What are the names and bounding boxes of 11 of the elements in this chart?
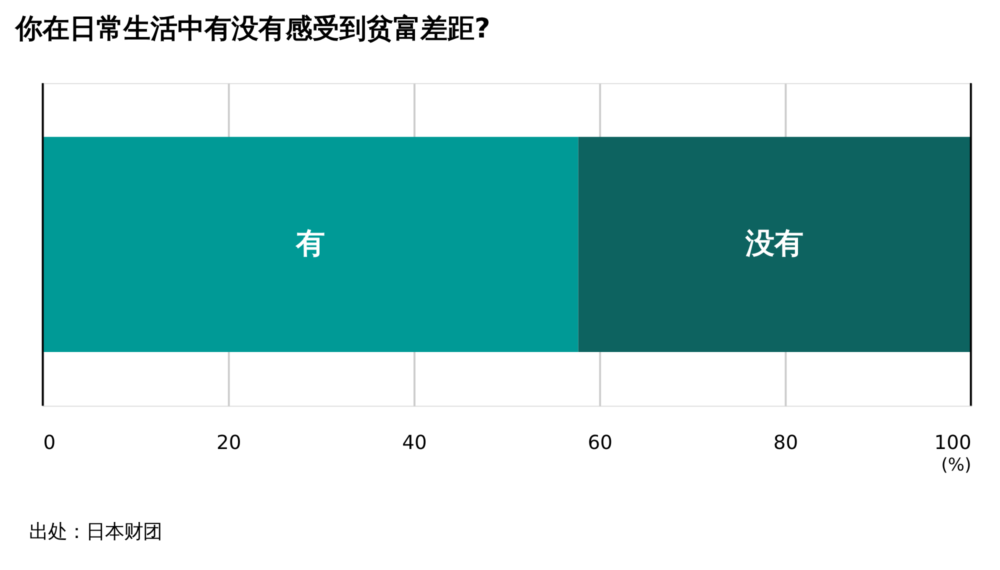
x-tick-label: 20 [216,431,242,454]
x-tick-label: 60 [588,431,612,454]
x-axis-title: (%) [941,455,972,476]
x-tick-label: 100 [934,431,972,454]
x-tick-label: 0 [43,431,56,454]
x-tick-label: 40 [402,431,427,454]
series-label: 有 [295,226,326,260]
chart-title: 你在日常生活中有没有感受到贫富差距? [14,13,490,44]
text: 出处：日本财团 [29,520,162,543]
series-label: 没有 [744,226,804,260]
x-tick-label: 80 [773,431,798,454]
